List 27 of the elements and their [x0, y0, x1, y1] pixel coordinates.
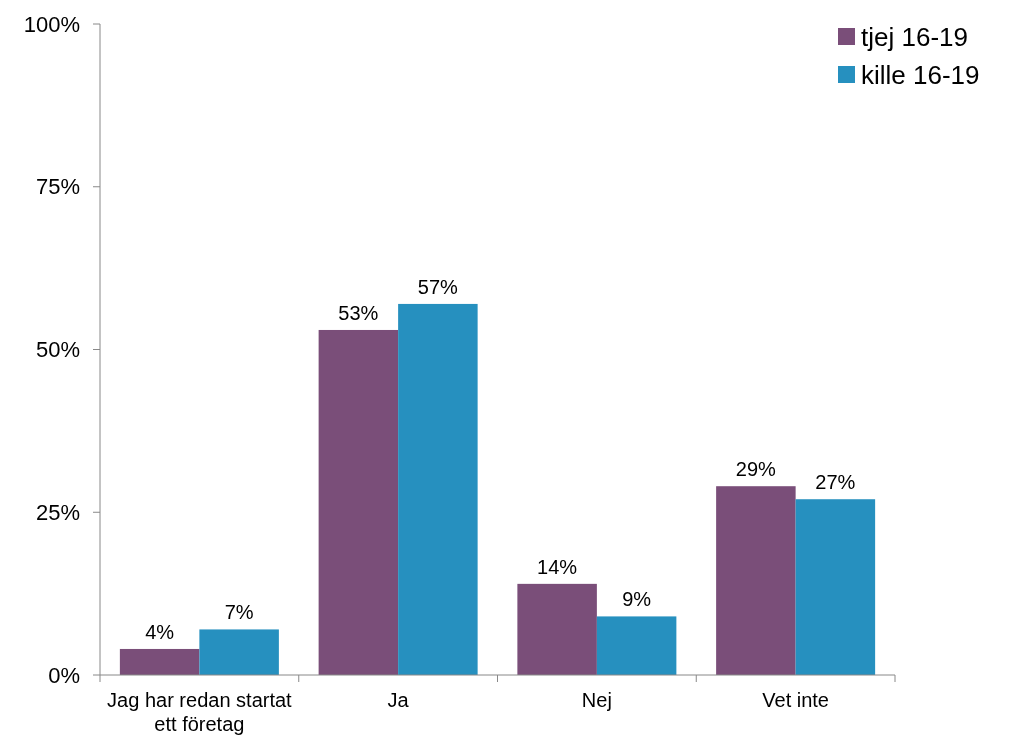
- y-tick-label: 0%: [48, 662, 80, 688]
- y-tick-label: 50%: [35, 337, 80, 363]
- x-tick-label: Jag har redan startat ett företag: [107, 689, 293, 735]
- data-label: 7%: [224, 601, 254, 624]
- y-tick-label: 75%: [35, 174, 80, 200]
- bar: [795, 499, 876, 675]
- data-label: 29%: [735, 458, 777, 481]
- data-label: 57%: [417, 275, 459, 298]
- data-label: 53%: [338, 301, 379, 324]
- bar: [517, 583, 597, 675]
- legend-label: kille 16-19: [861, 60, 980, 91]
- data-label: 27%: [815, 471, 856, 494]
- x-tick-label: Nej: [581, 689, 612, 711]
- legend-label: tjej 16-19: [861, 22, 968, 53]
- bar: [596, 616, 677, 675]
- bar: [716, 486, 796, 675]
- y-tick-label: 100%: [23, 11, 80, 37]
- data-label: 9%: [622, 588, 652, 611]
- data-label: 14%: [537, 555, 578, 578]
- y-tick-label: 25%: [35, 499, 80, 525]
- bar: [199, 629, 279, 675]
- bar: [398, 303, 478, 675]
- bar: [119, 648, 200, 675]
- x-tick-label: Vet inte: [762, 689, 829, 711]
- bar: [318, 329, 399, 675]
- x-tick-label: Ja: [387, 689, 410, 711]
- data-label: 4%: [145, 620, 175, 643]
